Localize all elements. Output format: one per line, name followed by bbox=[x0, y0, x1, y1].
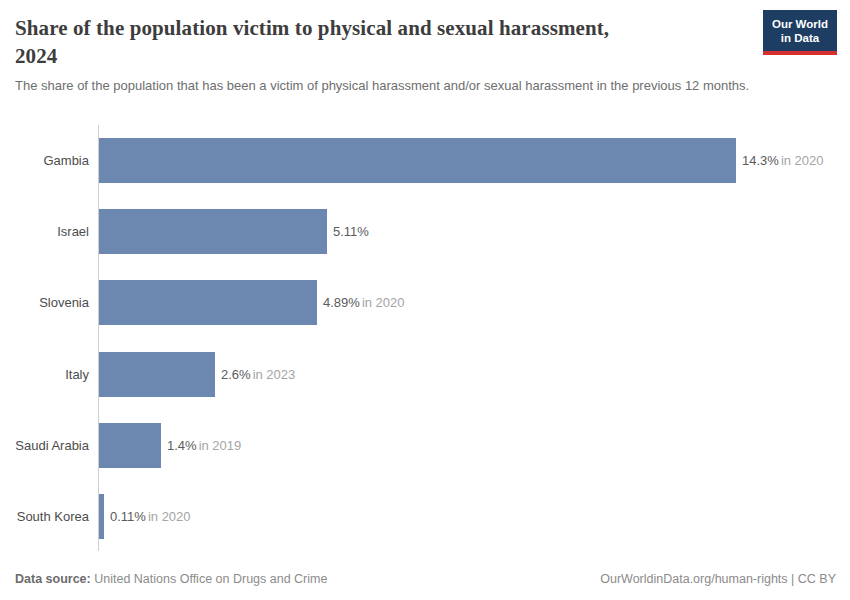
value-label: 4.89%in 2020 bbox=[323, 280, 405, 325]
page-title: Share of the population victim to physic… bbox=[15, 14, 755, 70]
value-text: 4.89% bbox=[323, 295, 360, 310]
data-source: Data source: United Nations Office on Dr… bbox=[15, 572, 327, 586]
footer: Data source: United Nations Office on Dr… bbox=[15, 572, 836, 586]
value-label: 5.11% bbox=[333, 209, 371, 254]
data-source-value: United Nations Office on Drugs and Crime bbox=[94, 572, 327, 586]
data-source-label: Data source: bbox=[15, 572, 91, 586]
country-label: Gambia bbox=[0, 138, 89, 183]
year-text: in 2020 bbox=[781, 153, 824, 168]
bar-row: Italy 2.6%in 2023 bbox=[0, 352, 850, 397]
bar-row: South Korea 0.11%in 2020 bbox=[0, 494, 850, 539]
country-label: Israel bbox=[0, 209, 89, 254]
year-text: in 2020 bbox=[362, 295, 405, 310]
country-label: Slovenia bbox=[0, 280, 89, 325]
bar[interactable] bbox=[99, 138, 736, 183]
value-text: 5.11% bbox=[333, 224, 369, 239]
country-label: Saudi Arabia bbox=[0, 423, 89, 468]
bar[interactable] bbox=[99, 494, 104, 539]
page-title-text: Share of the population victim to physic… bbox=[15, 16, 609, 40]
year-text: in 2019 bbox=[199, 438, 242, 453]
value-label: 2.6%in 2023 bbox=[221, 352, 295, 397]
bar[interactable] bbox=[99, 209, 327, 254]
country-label: Italy bbox=[0, 352, 89, 397]
value-text: 2.6% bbox=[221, 367, 251, 382]
bar-row: Saudi Arabia 1.4%in 2019 bbox=[0, 423, 850, 468]
y-axis-line bbox=[98, 125, 99, 551]
page-title-year: 2024 bbox=[15, 42, 755, 70]
value-text: 0.11% bbox=[110, 509, 146, 524]
owid-logo-line2: in Data bbox=[763, 31, 837, 45]
year-text: in 2023 bbox=[253, 367, 296, 382]
bar[interactable] bbox=[99, 423, 161, 468]
owid-logo[interactable]: Our World in Data bbox=[763, 10, 837, 55]
value-text: 1.4% bbox=[167, 438, 197, 453]
bar[interactable] bbox=[99, 352, 215, 397]
value-label: 1.4%in 2019 bbox=[167, 423, 241, 468]
bar-row: Israel 5.11% bbox=[0, 209, 850, 254]
attribution-link[interactable]: OurWorldinData.org/human-rights | CC BY bbox=[600, 572, 836, 586]
owid-chart-page: Share of the population victim to physic… bbox=[0, 0, 850, 600]
country-label: South Korea bbox=[0, 494, 89, 539]
chart-header: Share of the population victim to physic… bbox=[15, 14, 755, 94]
page-subtitle: The share of the population that has bee… bbox=[15, 77, 755, 94]
bar-chart: Gambia 14.3%in 2020 Israel 5.11% Sloveni… bbox=[0, 125, 850, 551]
bar-row: Slovenia 4.89%in 2020 bbox=[0, 280, 850, 325]
bar[interactable] bbox=[99, 280, 317, 325]
owid-logo-line1: Our World bbox=[763, 17, 837, 31]
year-text: in 2020 bbox=[148, 509, 191, 524]
value-text: 14.3% bbox=[742, 153, 779, 168]
bar-row: Gambia 14.3%in 2020 bbox=[0, 138, 850, 183]
value-label: 0.11%in 2020 bbox=[110, 494, 191, 539]
value-label: 14.3%in 2020 bbox=[742, 138, 824, 183]
